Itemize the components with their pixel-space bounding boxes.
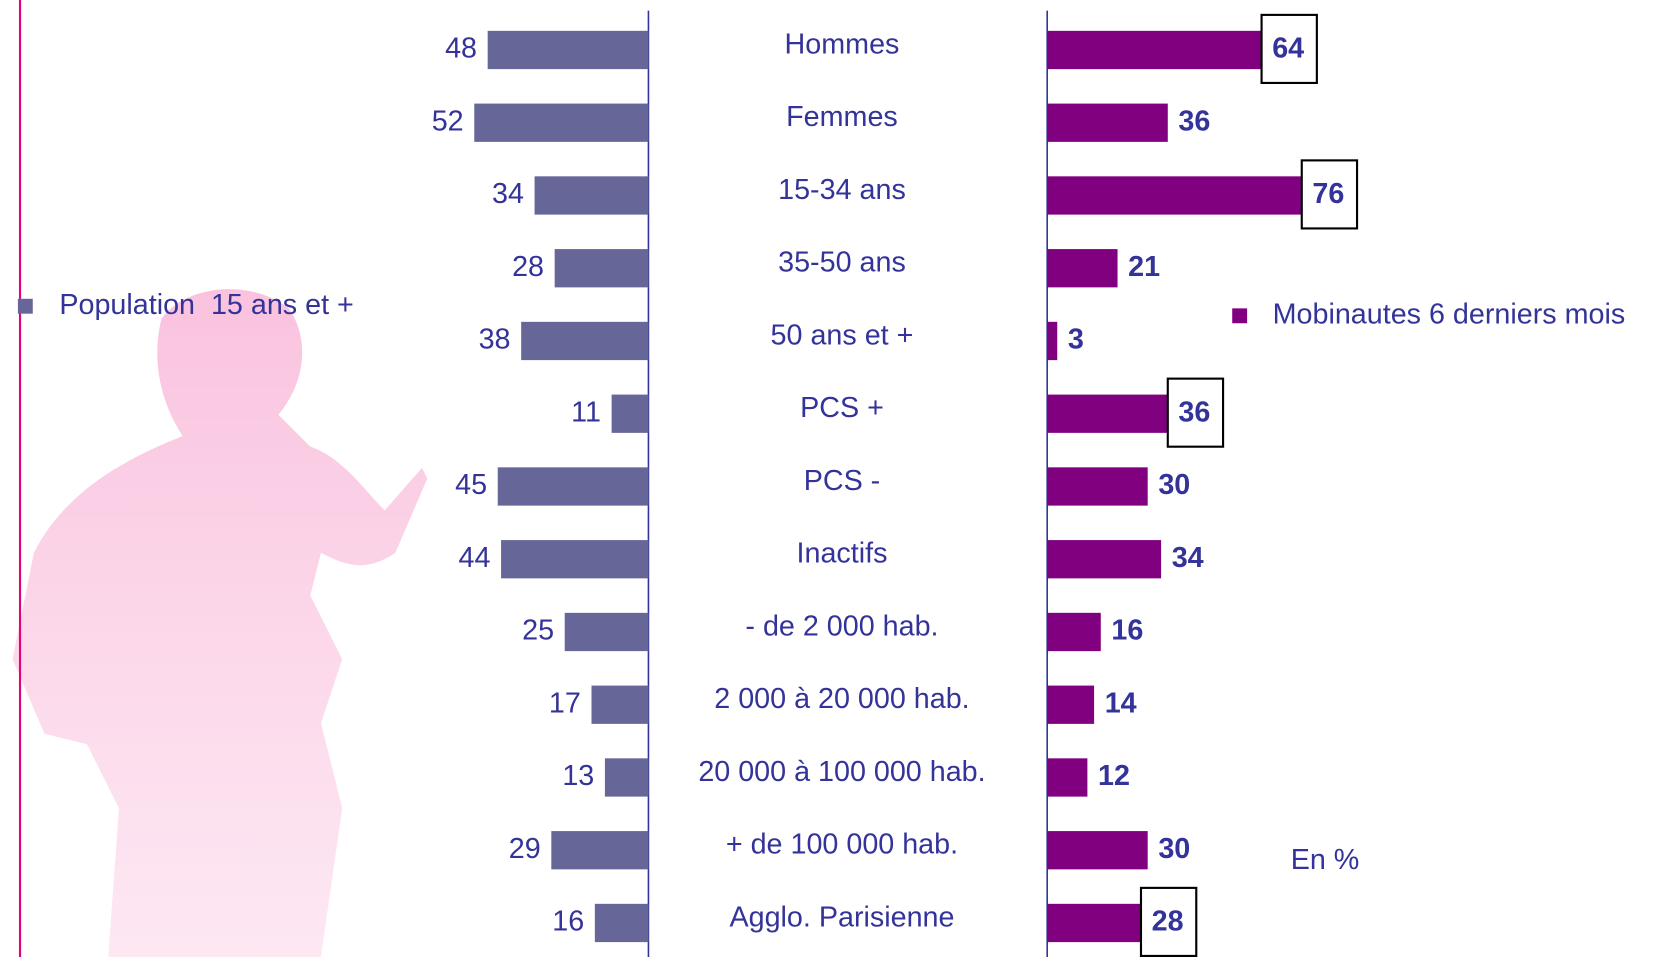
right-bar bbox=[1047, 831, 1148, 870]
left-bar bbox=[534, 176, 649, 215]
right-value-label: 14 bbox=[1105, 687, 1137, 719]
left-value-label: 34 bbox=[492, 178, 524, 210]
left-bar bbox=[604, 758, 649, 797]
right-value-label: 76 bbox=[1312, 178, 1344, 210]
right-value-label: 64 bbox=[1272, 33, 1304, 65]
left-bar bbox=[474, 103, 649, 142]
right-bar bbox=[1047, 758, 1088, 797]
left-bar bbox=[551, 831, 649, 870]
silhouette bbox=[12, 289, 428, 957]
left-bar bbox=[487, 30, 649, 70]
right-bar bbox=[1047, 540, 1162, 579]
category-label: 15-34 ans bbox=[778, 174, 906, 206]
category-label: PCS + bbox=[800, 392, 884, 424]
right-bar bbox=[1047, 394, 1168, 433]
left-value-label: 52 bbox=[432, 105, 464, 137]
left-bar bbox=[501, 540, 649, 579]
right-bar bbox=[1047, 30, 1262, 70]
category-label: 35-50 ans bbox=[778, 247, 906, 279]
left-value-label: 16 bbox=[552, 906, 584, 938]
category-label: - de 2 000 hab. bbox=[745, 610, 938, 642]
value-box bbox=[1260, 13, 1318, 85]
right-value-label: 21 bbox=[1128, 251, 1160, 283]
category-label: 2 000 à 20 000 hab. bbox=[714, 683, 969, 715]
right-value-label: 28 bbox=[1152, 906, 1184, 938]
right-value-label: 12 bbox=[1098, 760, 1130, 792]
left-bar bbox=[611, 394, 649, 433]
left-value-label: 38 bbox=[479, 324, 511, 356]
left-value-label: 11 bbox=[571, 396, 601, 428]
value-box bbox=[1166, 377, 1225, 448]
left-bar bbox=[591, 685, 649, 724]
left-bar bbox=[564, 612, 649, 652]
left-value-label: 48 bbox=[445, 33, 477, 65]
left-value-label: 45 bbox=[455, 469, 487, 501]
value-box bbox=[1139, 886, 1198, 957]
left-value-label: 29 bbox=[509, 833, 541, 865]
left-value-label: 44 bbox=[458, 542, 490, 574]
left-bar bbox=[594, 903, 649, 943]
annotation: En % bbox=[1291, 844, 1360, 876]
right-bar bbox=[1047, 321, 1058, 361]
category-label: Femmes bbox=[786, 101, 898, 133]
left-value-label: 13 bbox=[562, 760, 594, 792]
right-value-label: 36 bbox=[1178, 396, 1210, 428]
right-bar bbox=[1047, 612, 1101, 652]
left-bar bbox=[554, 249, 649, 288]
category-label: + de 100 000 hab. bbox=[726, 829, 958, 861]
right-value-label: 16 bbox=[1111, 615, 1143, 647]
right-bar bbox=[1047, 249, 1118, 288]
right-value-label: 30 bbox=[1158, 469, 1190, 501]
legend-label: Population 15 ans et + bbox=[59, 289, 353, 321]
right-bar bbox=[1047, 467, 1148, 506]
right-bar bbox=[1047, 685, 1095, 724]
right-value-label: 34 bbox=[1172, 542, 1204, 574]
category-label: Hommes bbox=[785, 28, 900, 60]
left-bar bbox=[521, 321, 649, 361]
category-label: 20 000 à 100 000 hab. bbox=[698, 756, 985, 788]
category-label: Agglo. Parisienne bbox=[729, 901, 954, 933]
left-value-label: 28 bbox=[512, 251, 544, 283]
right-value-label: 3 bbox=[1068, 324, 1084, 356]
legend-label: Mobinautes 6 derniers mois bbox=[1273, 298, 1626, 330]
left-value-label: 17 bbox=[549, 687, 581, 719]
left-value-label: 25 bbox=[522, 615, 554, 647]
left-bar bbox=[497, 467, 649, 506]
legend-swatch bbox=[17, 298, 33, 314]
category-label: 50 ans et + bbox=[771, 319, 914, 351]
right-bar bbox=[1047, 903, 1141, 943]
legend-swatch bbox=[1232, 308, 1248, 324]
right-value-label: 30 bbox=[1158, 833, 1190, 865]
right-value-label: 36 bbox=[1178, 105, 1210, 137]
right-bar bbox=[1047, 176, 1302, 215]
right-bar bbox=[1047, 103, 1168, 142]
category-label: PCS - bbox=[804, 465, 881, 497]
category-label: Inactifs bbox=[797, 538, 888, 570]
value-box bbox=[1300, 159, 1359, 230]
